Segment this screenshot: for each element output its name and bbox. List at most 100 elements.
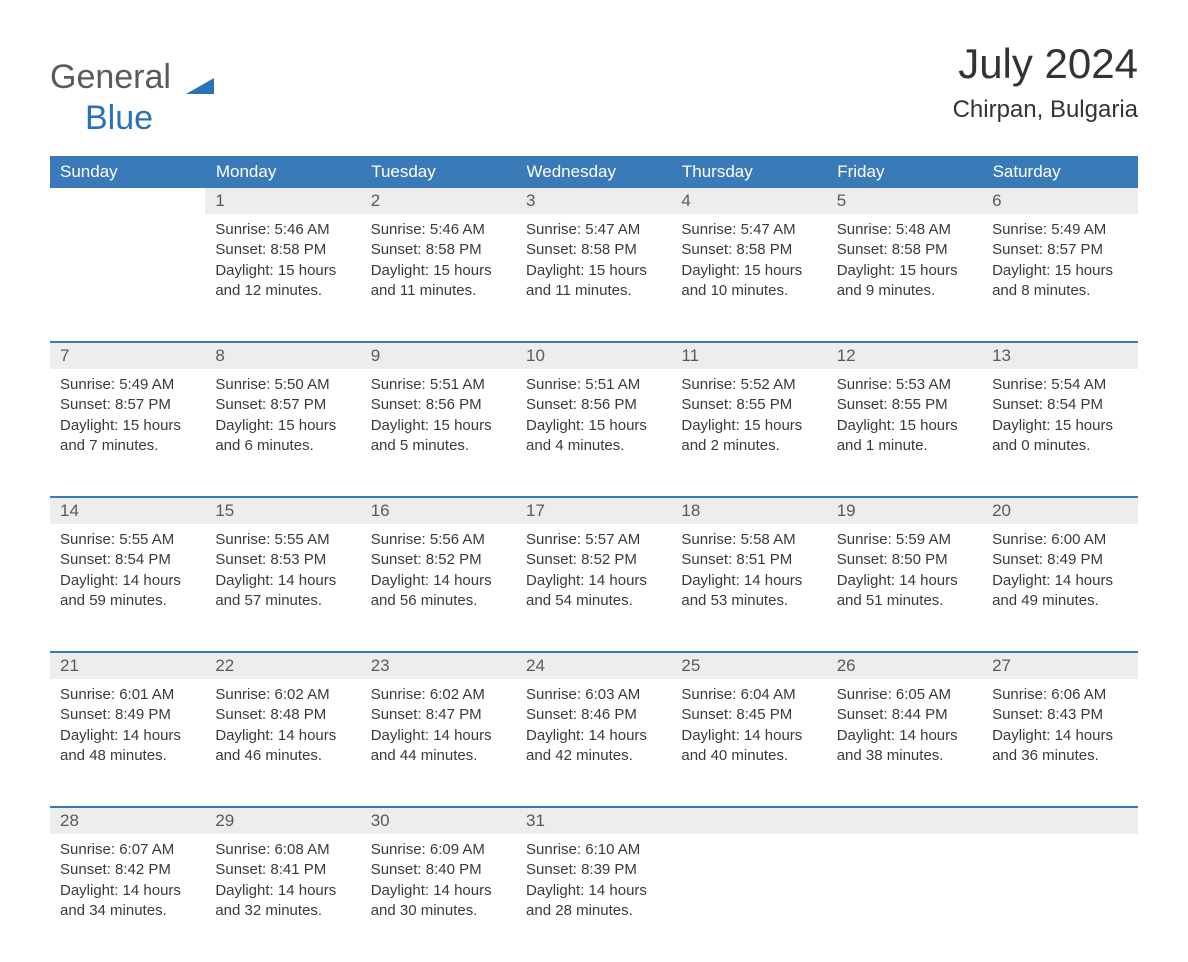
day-number-cell: 15 (205, 497, 360, 524)
day-detail-cell: Sunrise: 5:59 AMSunset: 8:50 PMDaylight:… (827, 524, 982, 652)
logo-triangle-icon (186, 66, 216, 105)
day-d1: Daylight: 14 hours (526, 571, 661, 591)
day-sr: Sunrise: 5:56 AM (371, 530, 506, 550)
day-d2: and 9 minutes. (837, 281, 972, 301)
day-detail-cell (827, 834, 982, 962)
day-ss: Sunset: 8:49 PM (60, 705, 195, 725)
day-d1: Daylight: 15 hours (60, 416, 195, 436)
day-detail-cell: Sunrise: 6:09 AMSunset: 8:40 PMDaylight:… (361, 834, 516, 962)
day-d2: and 42 minutes. (526, 746, 661, 766)
day-sr: Sunrise: 5:55 AM (60, 530, 195, 550)
day-sr: Sunrise: 5:52 AM (681, 375, 816, 395)
day-d2: and 36 minutes. (992, 746, 1127, 766)
day-sr: Sunrise: 5:51 AM (371, 375, 506, 395)
day-ss: Sunset: 8:57 PM (215, 395, 350, 415)
calendar-table: Sunday Monday Tuesday Wednesday Thursday… (50, 156, 1138, 962)
logo-text-general: General (50, 58, 171, 96)
day-d1: Daylight: 14 hours (681, 726, 816, 746)
day-number-cell: 2 (361, 188, 516, 214)
day-d2: and 6 minutes. (215, 436, 350, 456)
week-daynum-row: 28293031 (50, 807, 1138, 834)
day-d1: Daylight: 14 hours (215, 881, 350, 901)
dayhead-friday: Friday (827, 156, 982, 188)
week-daynum-row: 21222324252627 (50, 652, 1138, 679)
day-d1: Daylight: 14 hours (837, 726, 972, 746)
week-detail-row: Sunrise: 6:01 AMSunset: 8:49 PMDaylight:… (50, 679, 1138, 807)
day-detail-cell: Sunrise: 5:57 AMSunset: 8:52 PMDaylight:… (516, 524, 671, 652)
day-d1: Daylight: 15 hours (681, 416, 816, 436)
day-d2: and 49 minutes. (992, 591, 1127, 611)
day-number-cell: 29 (205, 807, 360, 834)
day-d2: and 38 minutes. (837, 746, 972, 766)
day-detail-cell: Sunrise: 5:51 AMSunset: 8:56 PMDaylight:… (361, 369, 516, 497)
day-d2: and 48 minutes. (60, 746, 195, 766)
dayhead-thursday: Thursday (671, 156, 826, 188)
day-sr: Sunrise: 5:50 AM (215, 375, 350, 395)
day-d1: Daylight: 14 hours (681, 571, 816, 591)
day-number-cell: 24 (516, 652, 671, 679)
day-sr: Sunrise: 6:10 AM (526, 840, 661, 860)
day-detail-cell (982, 834, 1137, 962)
day-ss: Sunset: 8:57 PM (60, 395, 195, 415)
day-detail-cell: Sunrise: 5:46 AMSunset: 8:58 PMDaylight:… (205, 214, 360, 342)
day-number-cell: 20 (982, 497, 1137, 524)
day-d2: and 4 minutes. (526, 436, 661, 456)
day-ss: Sunset: 8:58 PM (215, 240, 350, 260)
day-ss: Sunset: 8:55 PM (681, 395, 816, 415)
day-d1: Daylight: 14 hours (526, 881, 661, 901)
day-number-cell: 12 (827, 342, 982, 369)
day-detail-cell: Sunrise: 6:02 AMSunset: 8:48 PMDaylight:… (205, 679, 360, 807)
day-d2: and 12 minutes. (215, 281, 350, 301)
day-detail-cell: Sunrise: 5:55 AMSunset: 8:54 PMDaylight:… (50, 524, 205, 652)
week-detail-row: Sunrise: 5:49 AMSunset: 8:57 PMDaylight:… (50, 369, 1138, 497)
day-ss: Sunset: 8:52 PM (371, 550, 506, 570)
week-daynum-row: 78910111213 (50, 342, 1138, 369)
day-d1: Daylight: 14 hours (371, 726, 506, 746)
day-d2: and 44 minutes. (371, 746, 506, 766)
day-number-cell: 14 (50, 497, 205, 524)
day-detail-cell: Sunrise: 6:03 AMSunset: 8:46 PMDaylight:… (516, 679, 671, 807)
day-sr: Sunrise: 6:04 AM (681, 685, 816, 705)
day-detail-cell: Sunrise: 5:46 AMSunset: 8:58 PMDaylight:… (361, 214, 516, 342)
day-d1: Daylight: 14 hours (992, 571, 1127, 591)
day-detail-cell: Sunrise: 6:02 AMSunset: 8:47 PMDaylight:… (361, 679, 516, 807)
day-sr: Sunrise: 6:08 AM (215, 840, 350, 860)
day-sr: Sunrise: 5:49 AM (60, 375, 195, 395)
day-d2: and 46 minutes. (215, 746, 350, 766)
day-d2: and 57 minutes. (215, 591, 350, 611)
day-detail-cell: Sunrise: 5:49 AMSunset: 8:57 PMDaylight:… (982, 214, 1137, 342)
day-number-cell: 8 (205, 342, 360, 369)
day-ss: Sunset: 8:42 PM (60, 860, 195, 880)
day-detail-cell: Sunrise: 6:04 AMSunset: 8:45 PMDaylight:… (671, 679, 826, 807)
day-ss: Sunset: 8:58 PM (837, 240, 972, 260)
day-sr: Sunrise: 5:47 AM (681, 220, 816, 240)
day-d1: Daylight: 15 hours (992, 261, 1127, 281)
day-sr: Sunrise: 5:55 AM (215, 530, 350, 550)
day-d1: Daylight: 14 hours (992, 726, 1127, 746)
day-number-cell: 17 (516, 497, 671, 524)
day-number-cell (827, 807, 982, 834)
day-d2: and 56 minutes. (371, 591, 506, 611)
day-detail-cell: Sunrise: 5:54 AMSunset: 8:54 PMDaylight:… (982, 369, 1137, 497)
day-sr: Sunrise: 6:02 AM (371, 685, 506, 705)
day-d1: Daylight: 15 hours (371, 416, 506, 436)
day-ss: Sunset: 8:43 PM (992, 705, 1127, 725)
day-d1: Daylight: 15 hours (215, 416, 350, 436)
calendar-body: 123456 Sunrise: 5:46 AMSunset: 8:58 PMDa… (50, 188, 1138, 962)
day-number-cell: 30 (361, 807, 516, 834)
day-detail-cell: Sunrise: 5:48 AMSunset: 8:58 PMDaylight:… (827, 214, 982, 342)
day-number-cell: 16 (361, 497, 516, 524)
day-detail-cell: Sunrise: 5:52 AMSunset: 8:55 PMDaylight:… (671, 369, 826, 497)
day-d2: and 2 minutes. (681, 436, 816, 456)
day-detail-cell: Sunrise: 5:56 AMSunset: 8:52 PMDaylight:… (361, 524, 516, 652)
dayhead-wednesday: Wednesday (516, 156, 671, 188)
day-detail-cell: Sunrise: 5:55 AMSunset: 8:53 PMDaylight:… (205, 524, 360, 652)
day-d2: and 11 minutes. (526, 281, 661, 301)
day-d1: Daylight: 15 hours (992, 416, 1127, 436)
day-d1: Daylight: 14 hours (215, 571, 350, 591)
day-sr: Sunrise: 5:48 AM (837, 220, 972, 240)
day-sr: Sunrise: 5:49 AM (992, 220, 1127, 240)
day-detail-cell: Sunrise: 6:01 AMSunset: 8:49 PMDaylight:… (50, 679, 205, 807)
week-detail-row: Sunrise: 6:07 AMSunset: 8:42 PMDaylight:… (50, 834, 1138, 962)
day-d2: and 53 minutes. (681, 591, 816, 611)
